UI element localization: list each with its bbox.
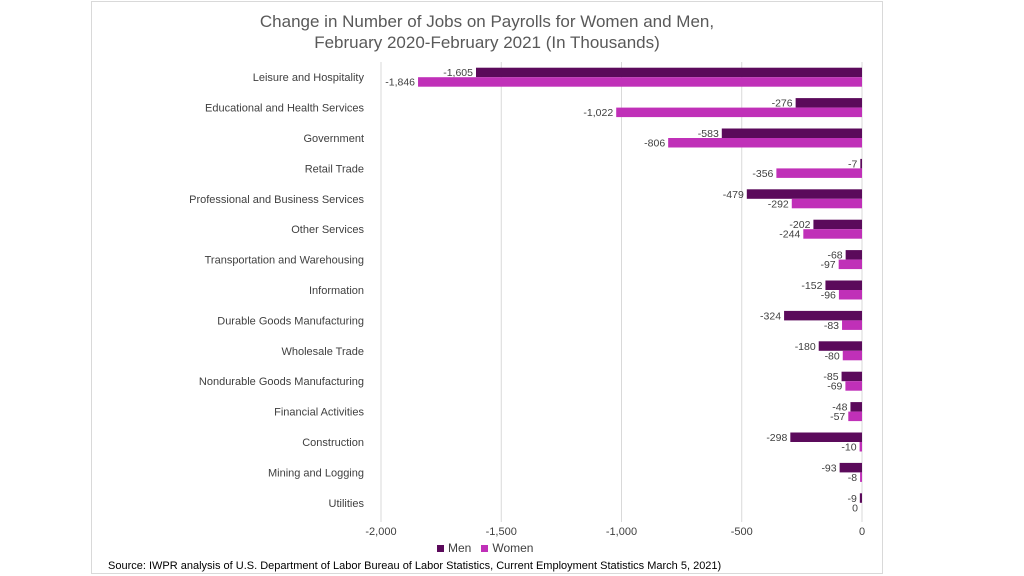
data-label-women: -1,846 <box>385 77 415 89</box>
data-label-men: -298 <box>766 432 787 444</box>
data-label-men: -7 <box>848 158 857 170</box>
legend-item-men: Men <box>437 541 471 555</box>
source-note: Source: IWPR analysis of U.S. Department… <box>108 560 722 572</box>
data-label-men: -85 <box>823 371 838 383</box>
bar-men <box>839 462 862 473</box>
data-label-men: -9 <box>847 493 856 505</box>
data-label-women: -57 <box>830 411 845 423</box>
data-label-men: -324 <box>760 310 781 322</box>
bar-women <box>776 168 862 178</box>
data-label-women: -83 <box>824 320 839 332</box>
legend-swatch-women <box>481 544 489 552</box>
data-label-men: -68 <box>827 250 842 262</box>
data-label-men: -48 <box>832 402 847 414</box>
legend-swatch-men <box>437 544 444 552</box>
category-label: Financial Activities <box>274 407 364 419</box>
data-label-women: -80 <box>825 350 840 362</box>
category-label: Utilities <box>329 498 365 510</box>
data-label-women: -1,022 <box>583 107 613 119</box>
category-label: Construction <box>302 437 364 449</box>
data-label-women: 0 <box>852 502 858 514</box>
bar-women <box>842 350 862 361</box>
category-label: Government <box>303 133 364 145</box>
data-label-women: -8 <box>848 472 857 484</box>
x-tick-label: -1,500 <box>486 526 517 538</box>
data-label-men: -1,605 <box>443 67 473 79</box>
x-tick-label: 0 <box>859 526 865 538</box>
data-label-women: -96 <box>821 290 836 302</box>
category-label: Transportation and Warehousing <box>205 255 364 267</box>
bar-men <box>721 128 862 138</box>
bar-men <box>790 432 862 442</box>
bar-men <box>841 371 862 382</box>
chart-title: Change in Number of Jobs on Payrolls for… <box>259 12 715 31</box>
data-label-men: -152 <box>801 280 822 292</box>
category-label: Retail Trade <box>305 163 364 175</box>
category-label: Wholesale Trade <box>281 346 364 358</box>
category-label: Durable Goods Manufacturing <box>217 315 364 327</box>
category-label: Nondurable Goods Manufacturing <box>199 376 364 388</box>
data-label-men: -93 <box>821 462 836 474</box>
bar-men <box>859 493 862 503</box>
legend-item-women: Women <box>481 541 533 555</box>
x-tick-label: -1,000 <box>606 526 637 538</box>
data-label-women: -292 <box>768 198 789 210</box>
bar-men <box>746 189 862 199</box>
data-label-men: -479 <box>723 189 744 201</box>
data-label-men: -180 <box>795 341 816 353</box>
data-label-men: -276 <box>772 98 793 110</box>
bar-men <box>825 280 862 290</box>
bar-women <box>842 320 862 330</box>
category-label: Educational and Health Services <box>205 103 364 115</box>
bar-women <box>803 229 862 239</box>
data-label-women: -806 <box>644 138 665 150</box>
x-tick-label: -2,000 <box>365 526 396 538</box>
data-label-women: -97 <box>820 259 835 271</box>
bar-women <box>859 442 862 452</box>
bar-men <box>784 310 862 321</box>
data-label-women: -244 <box>779 229 800 241</box>
bar-women <box>418 77 862 87</box>
bar-women <box>791 198 862 209</box>
bar-women <box>848 411 862 422</box>
bar-men <box>860 158 862 169</box>
category-label: Mining and Logging <box>268 467 364 479</box>
category-label: Professional and Business Services <box>189 194 364 206</box>
bar-women <box>838 290 862 300</box>
data-label-women: -356 <box>752 168 773 180</box>
bar-men <box>795 98 862 108</box>
category-label: Leisure and Hospitality <box>253 72 365 84</box>
legend: Men Women <box>437 541 533 555</box>
data-label-women: -10 <box>841 442 856 454</box>
chart-subtitle: February 2020-February 2021 (In Thousand… <box>314 33 660 52</box>
bar-women <box>838 259 862 270</box>
chart-frame <box>91 1 883 574</box>
bar-men <box>813 219 862 230</box>
bar-women <box>616 107 862 118</box>
bar-men <box>818 341 862 351</box>
data-label-men: -202 <box>789 219 810 231</box>
data-label-men: -583 <box>698 128 719 140</box>
bar-men <box>850 402 862 412</box>
bar-women <box>845 381 862 391</box>
bar-men <box>475 67 862 78</box>
category-label: Information <box>309 285 364 297</box>
category-label: Other Services <box>291 224 364 236</box>
legend-label-men: Men <box>448 541 472 555</box>
data-label-women: -69 <box>827 381 842 393</box>
x-tick-label: -500 <box>731 526 753 538</box>
legend-label-women: Women <box>492 541 534 555</box>
bar-women <box>668 138 862 148</box>
bar-men <box>845 250 862 260</box>
bar-women <box>860 472 862 482</box>
